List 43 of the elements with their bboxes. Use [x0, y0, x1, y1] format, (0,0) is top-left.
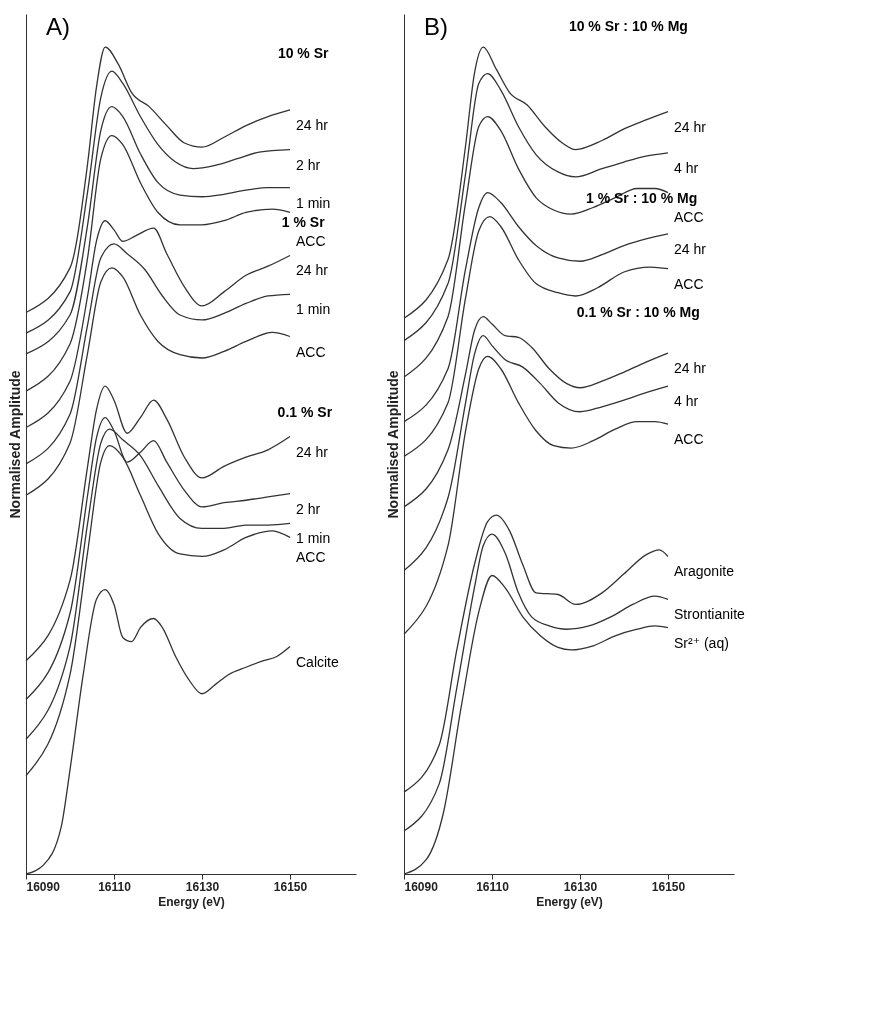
x-tick-label: 16150 [651, 879, 686, 894]
x-tick-label: 16110 [98, 879, 132, 894]
series-label: 4 hr [674, 159, 699, 176]
series-label: 2 hr [296, 500, 321, 517]
x-tick-label: 16150 [273, 879, 308, 894]
x-axis-title: Energy (eV) [536, 894, 603, 909]
series-label: ACC [674, 275, 704, 292]
series-label: 1 min [296, 301, 331, 318]
annotation: 1 % Sr : 10 % Mg [585, 189, 698, 206]
series-label: 24 hr [674, 360, 707, 377]
series-label: 24 hr [674, 118, 707, 135]
series-label: ACC [296, 232, 326, 249]
series-label: ACC [296, 343, 326, 360]
x-tick-label: 16130 [563, 879, 598, 894]
annotation: 0.1 % Sr : 10 % Mg [576, 304, 700, 321]
series-label: 4 hr [674, 393, 699, 410]
series-label: 1 min [296, 530, 331, 547]
series-label: ACC [296, 549, 326, 566]
series-label: Sr²⁺ (aq) [674, 634, 729, 651]
series-label: 24 hr [296, 116, 329, 133]
x-tick-label: 16090 [26, 879, 61, 894]
series-label: Strontianite [674, 606, 746, 623]
series-label: 1 min [296, 194, 331, 211]
x-tick-label: 16090 [404, 879, 439, 894]
x-tick-label: 16130 [185, 879, 220, 894]
chart-title: B) [424, 13, 448, 40]
series-label: 24 hr [296, 443, 329, 460]
text: 10 % Sr : 10 % Mg [568, 17, 688, 34]
series-label: 24 hr [296, 262, 329, 279]
annotation: 1 % Sr [281, 213, 326, 230]
chart-title: A) [46, 13, 70, 40]
annotation: 10 % Sr [277, 44, 330, 61]
x-tick-label: 16110 [476, 879, 510, 894]
y-axis-title: Normalised Amplitude [384, 370, 401, 519]
x-axis-title: Energy (eV) [158, 894, 225, 909]
series-label: 24 hr [674, 240, 707, 257]
series-label: ACC [674, 208, 704, 225]
series-label: ACC [674, 431, 704, 448]
series-label: Calcite [296, 653, 340, 670]
series-label: Aragonite [674, 563, 735, 580]
series-label: 2 hr [296, 156, 321, 173]
y-axis-title: Normalised Amplitude [6, 370, 23, 519]
annotation: 0.1 % Sr [277, 404, 333, 421]
